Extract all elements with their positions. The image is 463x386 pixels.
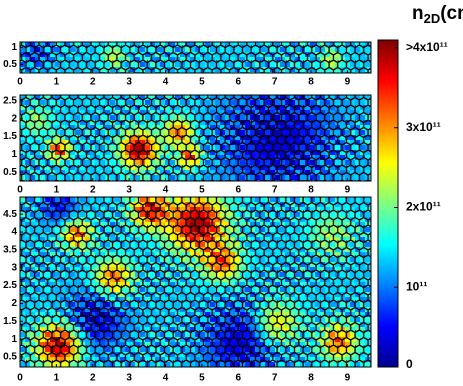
y-tick-label: 0.5 [3,59,17,70]
x-tick-label: 5 [199,77,205,88]
x-tick-label: 8 [308,77,314,88]
x-tick-label: 1 [54,77,60,88]
x-tick-label: 2 [90,185,96,196]
y-tick-label: 2 [11,113,17,124]
x-tick-label: 3 [126,77,132,88]
x-tick-label: 7 [272,373,278,384]
y-tick-label: 0.5 [3,352,17,363]
y-tick-label: 1 [11,334,17,345]
x-tick-label: 5 [199,185,205,196]
colorbar-tick-label: 2x10¹¹ [406,200,441,214]
y-tick-label: 2 [11,298,17,309]
x-tick-label: 1 [54,185,60,196]
x-tick-label: 2 [90,373,96,384]
colorbar-tick-label: >4x10¹¹ [406,40,448,54]
lattice [20,197,371,367]
x-tick-label: 0 [17,77,23,88]
lattice [20,42,371,73]
y-tick-label: 4 [11,227,17,238]
x-tick-label: 9 [345,77,351,88]
x-tick-label: 3 [126,185,132,196]
x-tick-label: 7 [272,77,278,88]
y-tick-label: 1 [11,149,17,160]
y-tick-label: 1.5 [3,316,17,327]
y-tick-label: 2.5 [3,280,17,291]
colorbar-title: n2D(cm-2) [412,0,463,26]
x-tick-label: 4 [163,77,169,88]
x-tick-label: 0 [17,373,23,384]
y-tick-label: 1.5 [3,131,17,142]
x-tick-label: 2 [90,77,96,88]
x-tick-label: 4 [163,185,169,196]
y-tick-label: 4.5 [3,209,17,220]
x-tick-label: 0 [17,185,23,196]
colorbar-tick-label: 3x10¹¹ [406,120,441,134]
lattice [20,95,371,181]
x-tick-label: 4 [163,373,169,384]
x-tick-label: 8 [308,185,314,196]
x-tick-label: 9 [345,185,351,196]
x-tick-label: 1 [54,373,60,384]
x-tick-label: 3 [126,373,132,384]
y-tick-label: 3 [11,262,17,273]
colorbar-tick-label: 0 [406,357,413,371]
x-tick-label: 6 [235,77,241,88]
y-tick-label: 0.5 [3,167,17,178]
x-tick-label: 8 [308,373,314,384]
colorbar-tick-label: 10¹¹ [406,279,427,293]
x-tick-label: 6 [235,185,241,196]
y-tick-label: 3.5 [3,244,17,255]
x-tick-label: 7 [272,185,278,196]
x-tick-label: 6 [235,373,241,384]
x-tick-label: 9 [345,373,351,384]
y-tick-label: 2.5 [3,96,17,107]
x-tick-label: 5 [199,373,205,384]
y-tick-label: 1 [11,42,17,53]
colorbar [378,40,398,367]
